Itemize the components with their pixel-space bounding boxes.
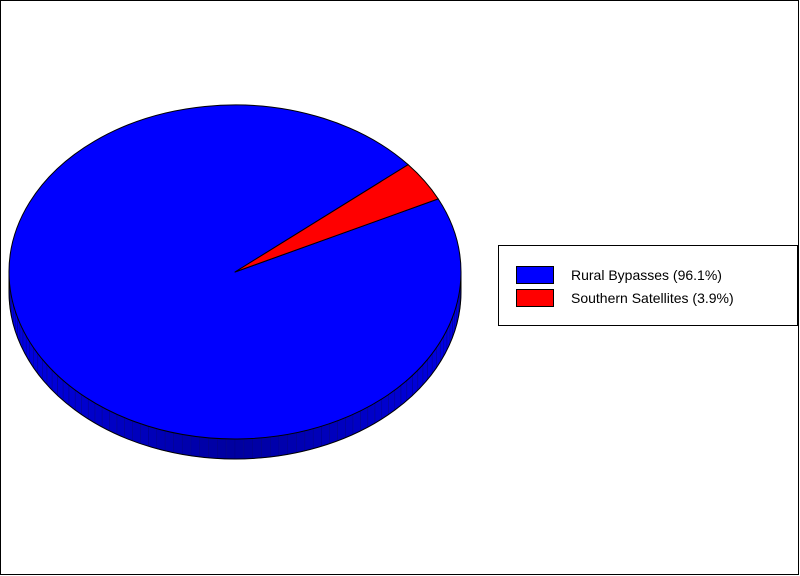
- pie-side-segment-0: [124, 417, 133, 442]
- pie-side-segment-0: [329, 420, 338, 444]
- pie-side-segment-0: [148, 426, 157, 449]
- legend-entry-southern-satellites: Southern Satellites (3.9%): [516, 288, 734, 308]
- pie-side-segment-0: [261, 436, 271, 459]
- legend-swatch-rural-bypasses: [516, 266, 554, 284]
- pie-side-segment-0: [164, 430, 174, 453]
- pie-side-segment-0: [182, 434, 192, 457]
- legend: Rural Bypasses (96.1%) Southern Satellit…: [498, 245, 798, 326]
- legend-entry-rural-bypasses: Rural Bypasses (96.1%): [516, 265, 722, 285]
- pie-side-segment-0: [313, 426, 322, 449]
- pie-side-segment-0: [190, 435, 200, 458]
- pie-side-segment-0: [296, 430, 306, 453]
- pie-side-segment-0: [243, 438, 253, 460]
- pie-side-segment-0: [173, 432, 183, 455]
- pie-side-segment-0: [116, 414, 125, 439]
- pie-side-segment-0: [225, 438, 236, 460]
- pie-side-segment-0: [208, 437, 218, 459]
- pie-side-segment-0: [252, 437, 262, 459]
- legend-label-rural-bypasses: Rural Bypasses (96.1%): [571, 267, 722, 283]
- pie-slice-southern-satellites: [234, 164, 439, 273]
- pie-side-segment-0: [140, 423, 149, 447]
- pie-side-segment-0: [337, 417, 346, 442]
- pie-side-segment-0: [287, 432, 297, 455]
- pie-side-segment-0: [156, 428, 166, 452]
- pie-side-segment-0: [132, 420, 141, 444]
- legend-label-southern-satellites: Southern Satellites (3.9%): [571, 290, 734, 306]
- pie-side-segment-0: [345, 414, 354, 439]
- pie-side-segment-0: [234, 438, 245, 460]
- legend-swatch-southern-satellites: [516, 289, 554, 307]
- pie-side-segment-0: [278, 434, 288, 457]
- pie-side-segment-0: [217, 438, 227, 460]
- pie-side-segment-0: [270, 435, 280, 458]
- pie-side-segment-0: [304, 428, 314, 452]
- pie-side-segment-0: [199, 436, 209, 459]
- pie-side-bottom-outline: [8, 291, 462, 460]
- pie-side-segment-0: [321, 423, 330, 447]
